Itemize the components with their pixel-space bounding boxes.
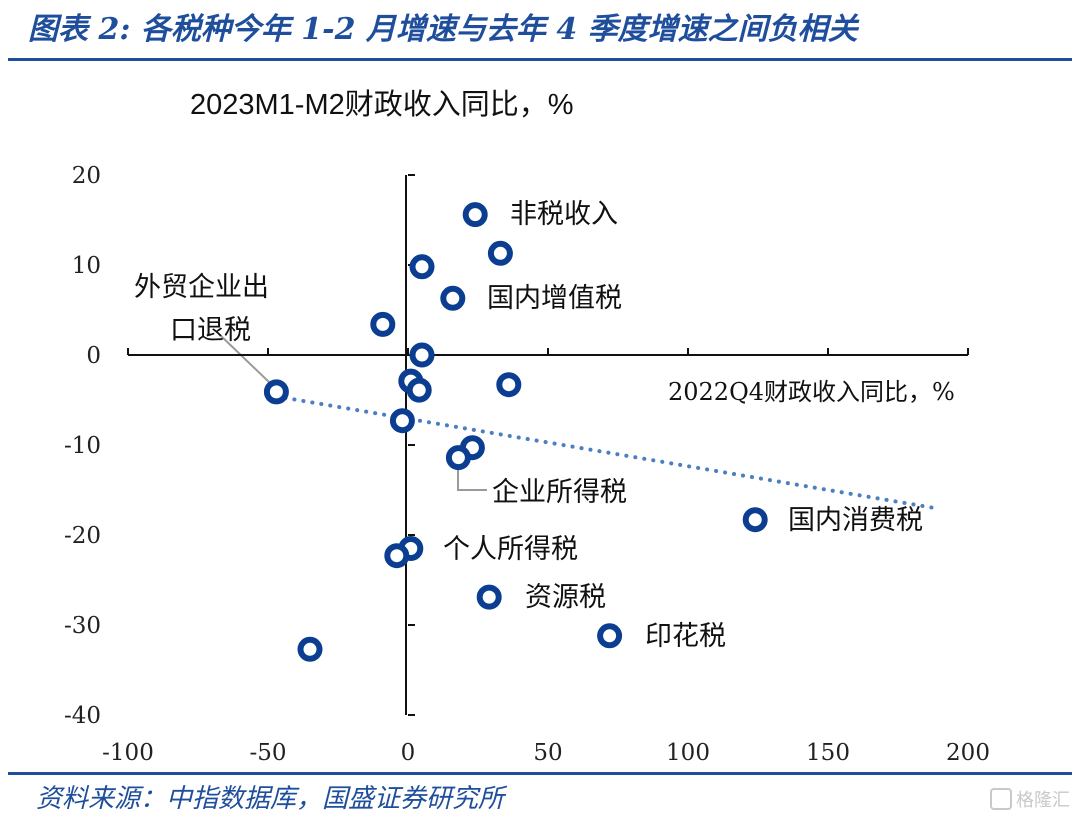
watermark: 格隆汇 — [990, 786, 1070, 812]
y-ticks: 20 10 0 -10 -20 -30 -40 — [64, 163, 415, 729]
trendline — [274, 394, 937, 510]
data-point — [263, 379, 289, 405]
data-point — [409, 254, 435, 280]
data-point — [742, 507, 768, 533]
x-tick-label: -50 — [249, 740, 286, 766]
figure-title: 图表 2: 各税种今年 1-2 月增速与去年 4 季度增速之间负相关 — [28, 12, 858, 47]
y-tick-label: 10 — [72, 253, 101, 279]
data-point — [409, 342, 435, 368]
x-axis-label: 2022Q4财政收入同比，% — [668, 378, 955, 406]
annotation-export-rebate-1: 外贸企业出 — [134, 272, 269, 303]
watermark-text: 格隆汇 — [1016, 790, 1070, 811]
axes — [128, 175, 968, 715]
x-tick-label: 0 — [401, 740, 416, 766]
data-point — [597, 623, 623, 649]
data-point — [440, 285, 466, 311]
y-tick-label: -40 — [64, 703, 101, 729]
annotation-cit: 企业所得税 — [492, 477, 627, 508]
annotation-stamp: 印花税 — [645, 621, 726, 652]
data-point — [297, 636, 323, 662]
annotation-pit: 个人所得税 — [443, 534, 578, 565]
x-tick-label: 150 — [806, 740, 850, 766]
y-tick-label: -20 — [64, 523, 101, 549]
data-point — [462, 202, 488, 228]
data-point — [496, 372, 522, 398]
data-points — [263, 202, 768, 662]
x-tick-label: 200 — [946, 740, 990, 766]
annotation-consumption: 国内消费税 — [788, 505, 923, 536]
leader-export-rebate — [219, 334, 271, 384]
annotation-resource: 资源税 — [525, 582, 606, 613]
annotation-vat: 国内增值税 — [487, 283, 622, 314]
y-tick-label: -10 — [64, 433, 101, 459]
leader-lines — [219, 334, 487, 491]
trendline-layer — [274, 394, 937, 510]
data-point — [389, 408, 415, 434]
source-note: 资料来源：中指数据库，国盛证券研究所 — [36, 784, 505, 814]
x-tick-label: 50 — [533, 740, 562, 766]
annotation-nontax: 非税收入 — [510, 199, 618, 230]
data-point — [445, 445, 471, 471]
data-point — [370, 311, 396, 337]
x-ticks: -100 -50 0 50 100 150 200 — [102, 348, 990, 766]
y-tick-label: -30 — [64, 613, 101, 639]
data-point — [406, 377, 432, 403]
source-rule — [8, 772, 1072, 775]
x-tick-label: -100 — [102, 740, 154, 766]
watermark-logo-icon — [990, 788, 1012, 810]
data-point — [384, 543, 410, 569]
y-axis-label: 2023M1-M2财政收入同比，% — [190, 88, 574, 121]
x-tick-label: 100 — [666, 740, 710, 766]
y-tick-label: 0 — [86, 343, 101, 369]
data-point — [487, 240, 513, 266]
data-point — [476, 584, 502, 610]
leader-cit — [457, 462, 487, 491]
annotation-export-rebate-2: 口退税 — [170, 315, 251, 346]
title-rule — [8, 58, 1072, 61]
y-tick-label: 20 — [72, 163, 101, 189]
